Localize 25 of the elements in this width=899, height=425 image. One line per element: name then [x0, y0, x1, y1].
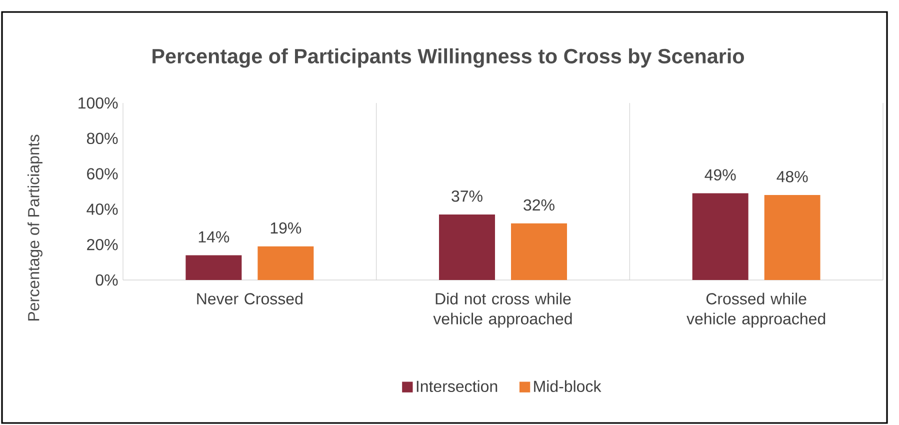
data-label: 48%: [776, 171, 808, 182]
bar: [764, 195, 820, 280]
legend-label: Mid-block: [534, 380, 602, 392]
data-label: 32%: [524, 199, 554, 211]
bar: [439, 214, 496, 280]
bar: [258, 246, 314, 280]
y-tick-label: 60%: [87, 168, 118, 180]
data-label: 37%: [452, 190, 482, 202]
y-tick-label: 20%: [87, 238, 118, 250]
y-axis-title: Percentage of Particiapnts: [28, 134, 42, 321]
data-label: 19%: [270, 222, 302, 234]
bar: [186, 255, 242, 280]
x-tick-label: Crossed while vehicle approached: [686, 292, 826, 328]
x-tick-label: Did not cross while vehicle approached: [433, 292, 572, 328]
y-tick-label: 80%: [86, 132, 118, 144]
y-tick-label: 100%: [78, 97, 118, 109]
bar: [692, 193, 748, 280]
data-label: 14%: [198, 231, 230, 242]
x-tick-label: Never Crossed: [197, 292, 302, 304]
data-label: 49%: [704, 169, 736, 181]
bar: [511, 223, 568, 280]
y-tick-label: 40%: [86, 204, 118, 215]
legend-label: Intersection: [416, 380, 498, 392]
chart-title: Percentage of Participants Willingness to Cross by Scenario: [152, 48, 744, 68]
y-tick-label: 0%: [96, 274, 118, 286]
